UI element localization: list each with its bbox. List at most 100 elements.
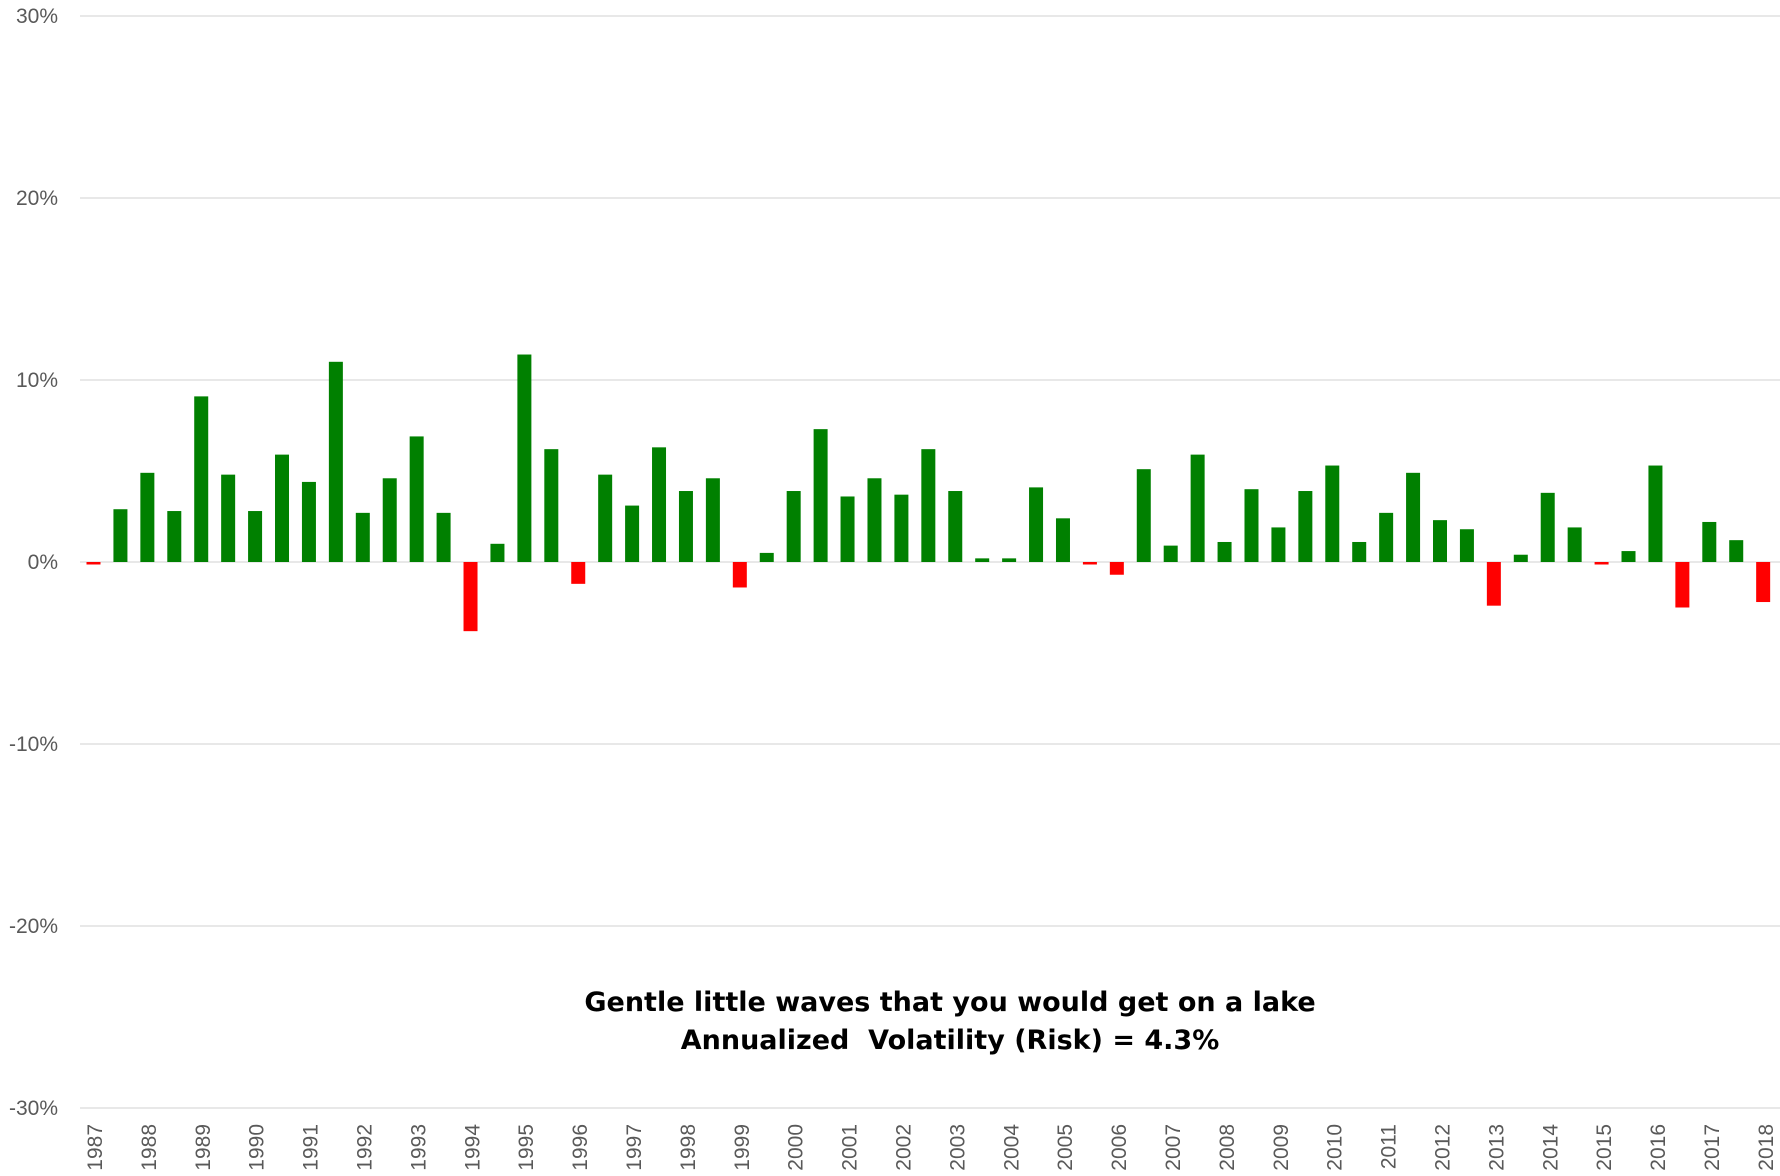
bar <box>975 558 990 562</box>
bar <box>948 491 963 562</box>
x-tick-label: 2009 <box>1270 1124 1293 1171</box>
bar <box>1082 562 1097 565</box>
bar <box>1002 558 1017 562</box>
bar <box>436 512 451 562</box>
x-tick-label: 2005 <box>1054 1124 1077 1171</box>
bar <box>571 562 586 584</box>
bar <box>301 481 316 562</box>
bar <box>1271 527 1286 562</box>
bar <box>786 491 801 562</box>
y-tick-label: 30% <box>16 5 58 28</box>
y-tick-label: 10% <box>16 369 58 392</box>
bar <box>1109 562 1124 575</box>
x-tick-label: 2010 <box>1324 1124 1347 1171</box>
x-tick-label: 2006 <box>1108 1124 1131 1171</box>
x-tick-label: 1987 <box>84 1124 107 1171</box>
bar <box>463 562 478 632</box>
bar <box>1136 469 1151 562</box>
bar <box>1621 551 1636 562</box>
bar <box>328 361 343 562</box>
bar <box>1163 545 1178 562</box>
x-tick-label: 1996 <box>569 1124 592 1171</box>
bar <box>275 454 290 562</box>
bar <box>221 474 236 562</box>
bar <box>1325 465 1340 562</box>
x-tick-label: 2014 <box>1539 1124 1562 1171</box>
bar <box>1298 491 1313 562</box>
bar <box>1055 518 1070 562</box>
x-tick-label: 1990 <box>246 1124 269 1171</box>
y-axis-tick-labels: 30% 20% 10% 0% -10% -20% -30% <box>9 5 58 1120</box>
bar <box>490 543 505 562</box>
bar <box>1459 529 1474 562</box>
bar <box>1513 554 1528 562</box>
bar <box>1756 562 1771 603</box>
bar <box>1352 541 1367 562</box>
x-tick-label: 2004 <box>1000 1124 1023 1171</box>
x-tick-label: 2000 <box>785 1124 808 1171</box>
x-tick-label: 2008 <box>1216 1124 1239 1171</box>
bar <box>544 449 559 562</box>
bar <box>140 472 155 562</box>
bar <box>1594 562 1609 565</box>
x-tick-label: 2016 <box>1647 1124 1670 1171</box>
bar <box>86 562 101 565</box>
bar <box>840 496 855 562</box>
x-tick-label: 1991 <box>300 1124 323 1171</box>
bar <box>355 512 370 562</box>
bar <box>705 478 720 562</box>
x-tick-label: 1992 <box>354 1124 377 1171</box>
bar <box>759 552 774 562</box>
x-tick-label: 2012 <box>1432 1124 1455 1171</box>
bar <box>867 478 882 562</box>
x-tick-label: 2011 <box>1378 1124 1401 1169</box>
y-tick-label: -10% <box>9 733 58 756</box>
bar <box>1379 512 1394 562</box>
x-tick-label: 1995 <box>515 1124 538 1171</box>
annotation-line-1: Gentle little waves that you would get o… <box>584 987 1315 1018</box>
x-tick-label: 1999 <box>731 1124 754 1171</box>
bar <box>732 562 747 588</box>
x-tick-label: 1993 <box>407 1124 430 1171</box>
x-tick-label: 2017 <box>1701 1124 1724 1171</box>
bar <box>1406 472 1421 562</box>
bar <box>167 511 182 562</box>
bar <box>409 436 424 562</box>
x-tick-label: 2003 <box>946 1124 969 1171</box>
bar <box>1190 454 1205 562</box>
bar <box>1729 540 1744 562</box>
bar <box>1567 527 1582 562</box>
bar <box>1244 489 1259 562</box>
bar <box>1702 521 1717 562</box>
y-tick-label: -30% <box>9 1097 58 1120</box>
x-tick-label: 1997 <box>623 1124 646 1171</box>
bar <box>625 505 640 562</box>
y-tick-label: -20% <box>9 915 58 938</box>
bar <box>113 509 128 562</box>
bar <box>1540 492 1555 562</box>
bar <box>1433 520 1447 562</box>
x-tick-label: 1998 <box>677 1124 700 1171</box>
x-tick-label: 2001 <box>839 1124 862 1171</box>
bars <box>86 354 1771 632</box>
bar <box>1648 465 1663 562</box>
annotation-line-2: Annualized Volatility (Risk) = 4.3% <box>681 1025 1220 1056</box>
x-tick-label: 2013 <box>1485 1124 1508 1171</box>
x-tick-label: 2002 <box>893 1124 916 1171</box>
bar <box>894 494 909 562</box>
bar <box>1029 487 1044 562</box>
y-tick-label: 0% <box>28 551 58 574</box>
bar <box>194 396 209 562</box>
bar <box>1675 562 1690 608</box>
bar <box>248 511 263 562</box>
x-tick-label: 2007 <box>1162 1124 1185 1171</box>
bar <box>1486 562 1501 606</box>
bar <box>382 478 397 562</box>
bar <box>517 354 532 562</box>
bar <box>921 449 936 562</box>
x-tick-label: 1989 <box>192 1124 215 1171</box>
y-tick-label: 20% <box>16 187 58 210</box>
x-tick-label: 2018 <box>1755 1124 1778 1171</box>
x-tick-label: 2015 <box>1593 1124 1616 1171</box>
